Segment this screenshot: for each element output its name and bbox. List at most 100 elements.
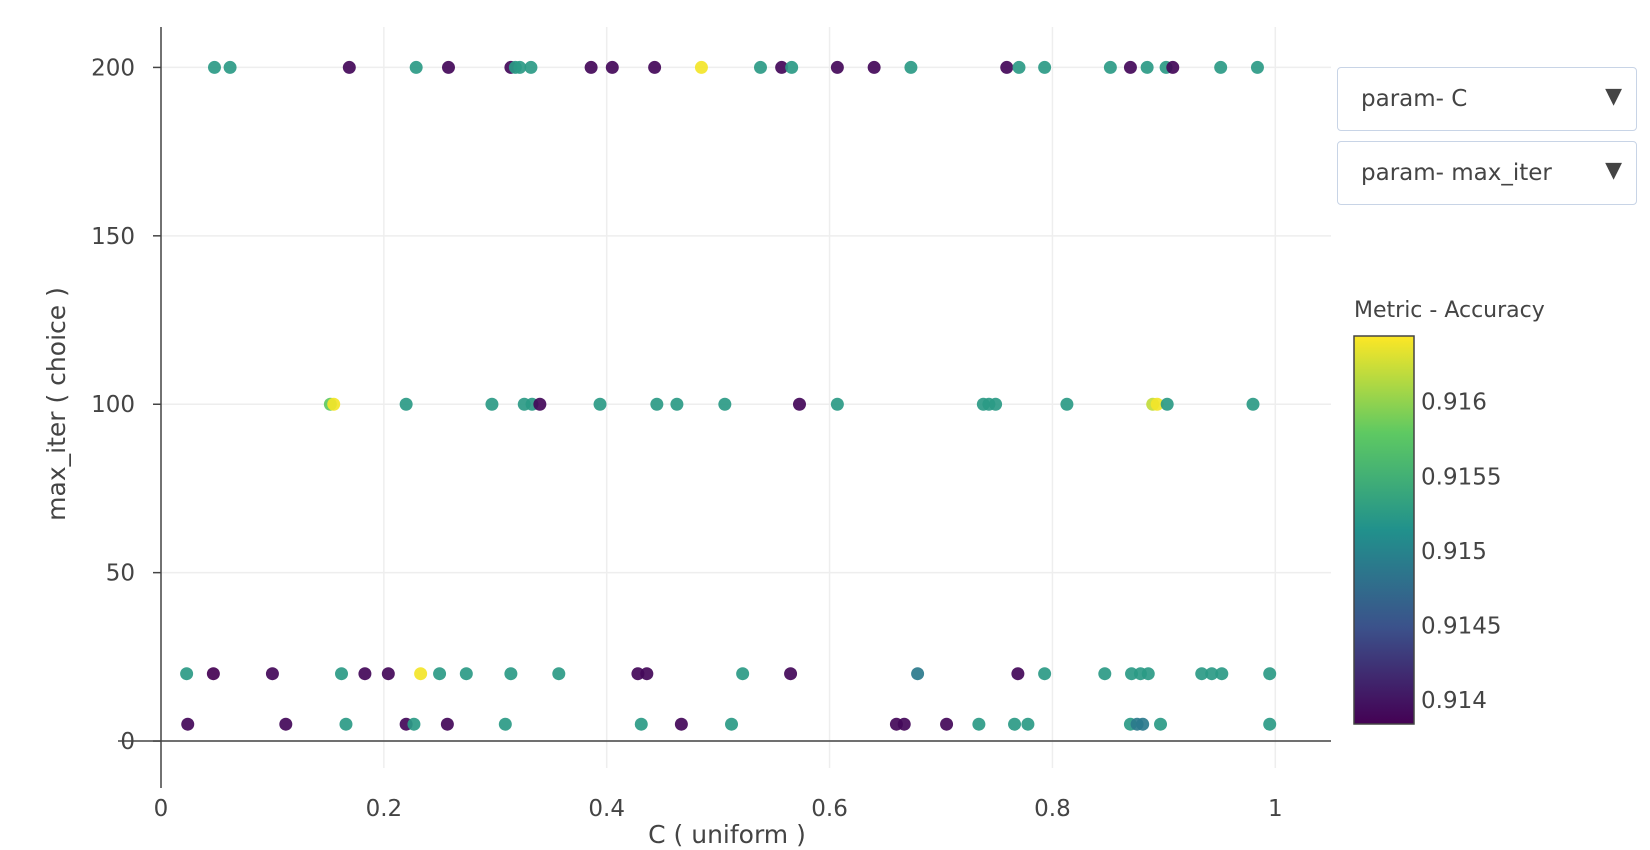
data-point [593, 397, 607, 411]
data-point [867, 60, 881, 74]
data-point [631, 667, 645, 681]
data-point [718, 397, 732, 411]
colorbar-tick-label: 0.914 [1421, 688, 1487, 714]
y-tick-label: 200 [91, 55, 135, 81]
data-point [414, 667, 428, 681]
y-tick-label: 100 [91, 392, 135, 418]
data-point [459, 667, 473, 681]
data-point [441, 60, 455, 74]
colorbar-tick-label: 0.9155 [1421, 464, 1501, 490]
data-point [830, 60, 844, 74]
data-point [342, 60, 356, 74]
data-point [440, 717, 454, 731]
data-point [433, 667, 447, 681]
data-point [694, 60, 708, 74]
data-point [327, 397, 341, 411]
colorbar-title: Metric - Accuracy [1354, 298, 1545, 323]
colorbar-tick-label: 0.916 [1421, 390, 1487, 416]
data-point [640, 667, 654, 681]
x-tick-label: 1 [1268, 796, 1283, 822]
data-point [485, 397, 499, 411]
data-point [1038, 60, 1052, 74]
data-point [265, 667, 279, 681]
data-point [1012, 60, 1026, 74]
data-point [1103, 60, 1117, 74]
data-point [533, 397, 547, 411]
data-point [792, 397, 806, 411]
y-tick-label: 0 [120, 729, 135, 755]
data-point [339, 717, 353, 731]
data-point [1166, 60, 1180, 74]
data-point [784, 667, 798, 681]
data-point [358, 667, 372, 681]
x-tick-label: 0.8 [1034, 796, 1071, 822]
data-point [1160, 397, 1174, 411]
x-tick-label: 0 [154, 796, 169, 822]
chevron-down-icon: ▼ [1605, 158, 1622, 183]
colorbar-tick-label: 0.9145 [1421, 614, 1501, 640]
data-point [206, 667, 220, 681]
data-point [736, 667, 750, 681]
data-point [1008, 717, 1022, 731]
data-points [180, 60, 1277, 731]
data-point [181, 717, 195, 731]
chevron-down-icon: ▼ [1605, 84, 1622, 109]
data-point [650, 397, 664, 411]
x-axis-label: C ( uniform ) [648, 820, 806, 849]
data-point [399, 397, 413, 411]
data-point [381, 667, 395, 681]
data-point [1141, 667, 1155, 681]
data-point [634, 717, 648, 731]
colorbar: Metric - Accuracy 0.914 0.9145 0.915 0.9155… [1353, 298, 1545, 725]
data-point [1021, 717, 1035, 731]
y-axis-label: max_iter ( choice ) [42, 287, 71, 521]
data-point [648, 60, 662, 74]
axes: 0 0.2 0.4 0.6 0.8 1 0 50 100 150 200 [91, 27, 1331, 822]
param-c-dropdown-label: param- C [1361, 86, 1468, 112]
data-point [775, 60, 789, 74]
data-point [407, 717, 421, 731]
data-point [279, 717, 293, 731]
y-tick-label: 150 [91, 224, 135, 250]
data-point [1123, 60, 1137, 74]
data-point [753, 60, 767, 74]
data-point [409, 60, 423, 74]
colorbar-gradient [1353, 335, 1415, 725]
data-point [223, 60, 237, 74]
data-point [1011, 667, 1025, 681]
data-point [674, 717, 688, 731]
data-point [1000, 60, 1014, 74]
param-c-dropdown[interactable]: param- C ▼ [1337, 67, 1637, 131]
data-point [1125, 667, 1139, 681]
data-point [584, 60, 598, 74]
data-point [725, 717, 739, 731]
data-point [972, 717, 986, 731]
data-point [904, 60, 918, 74]
data-point [335, 667, 349, 681]
param-max-iter-dropdown-label: param- max_iter [1361, 160, 1552, 186]
data-point [504, 667, 518, 681]
data-point [785, 60, 799, 74]
data-point [1214, 60, 1228, 74]
data-point [1263, 667, 1277, 681]
data-point [207, 60, 221, 74]
data-point [1060, 397, 1074, 411]
data-point [552, 667, 566, 681]
data-point [940, 717, 954, 731]
data-point [989, 397, 1003, 411]
data-point [524, 60, 538, 74]
param-max-iter-dropdown[interactable]: param- max_iter ▼ [1337, 141, 1637, 205]
data-point [1250, 60, 1264, 74]
data-point [1140, 60, 1154, 74]
data-point [513, 60, 527, 74]
data-point [1215, 667, 1229, 681]
y-tick-label: 50 [106, 561, 135, 587]
data-point [830, 397, 844, 411]
colorbar-ticks: 0.914 0.9145 0.915 0.9155 0.916 [1421, 390, 1501, 714]
data-point [1246, 397, 1260, 411]
data-point [1098, 667, 1112, 681]
data-point [1136, 717, 1150, 731]
data-point [1038, 667, 1052, 681]
colorbar-tick-label: 0.915 [1421, 539, 1487, 565]
